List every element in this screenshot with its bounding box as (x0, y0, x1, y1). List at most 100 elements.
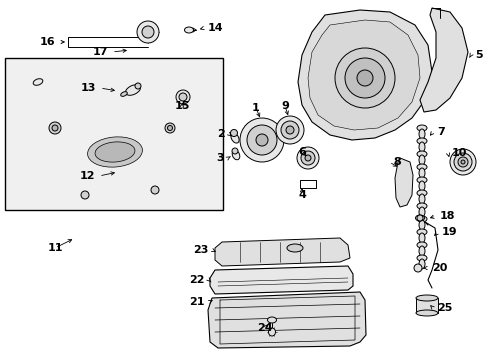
Ellipse shape (416, 216, 426, 222)
Ellipse shape (230, 133, 239, 143)
Circle shape (231, 148, 238, 154)
Circle shape (449, 149, 475, 175)
Ellipse shape (416, 125, 426, 131)
Circle shape (334, 48, 394, 108)
Ellipse shape (184, 27, 193, 33)
Polygon shape (297, 10, 431, 140)
Ellipse shape (125, 85, 140, 95)
Text: 4: 4 (298, 190, 305, 200)
Ellipse shape (418, 155, 424, 165)
Text: 14: 14 (207, 23, 223, 33)
Text: 23: 23 (192, 245, 207, 255)
Circle shape (457, 157, 467, 167)
Circle shape (460, 160, 464, 164)
Ellipse shape (416, 242, 426, 248)
Text: 2: 2 (217, 129, 224, 139)
Polygon shape (419, 8, 467, 112)
Ellipse shape (121, 92, 127, 96)
Circle shape (137, 21, 159, 43)
Ellipse shape (87, 137, 142, 167)
Circle shape (356, 70, 372, 86)
Bar (415, 298, 437, 313)
Circle shape (285, 126, 293, 134)
Text: 12: 12 (80, 171, 95, 181)
Ellipse shape (268, 328, 275, 336)
Ellipse shape (418, 129, 424, 139)
Text: 20: 20 (431, 263, 447, 273)
Text: 15: 15 (174, 101, 189, 111)
Circle shape (256, 134, 267, 146)
Circle shape (453, 153, 471, 171)
Circle shape (164, 123, 175, 133)
Ellipse shape (418, 168, 424, 178)
Circle shape (275, 116, 304, 144)
Ellipse shape (416, 151, 426, 157)
Text: 6: 6 (298, 147, 305, 157)
Ellipse shape (418, 181, 424, 191)
Polygon shape (209, 266, 352, 294)
Ellipse shape (415, 215, 424, 221)
Text: 16: 16 (40, 37, 55, 47)
Text: 21: 21 (189, 297, 204, 307)
Text: 3: 3 (216, 153, 224, 163)
Polygon shape (207, 292, 365, 348)
Ellipse shape (416, 164, 426, 170)
Ellipse shape (418, 142, 424, 152)
Circle shape (142, 26, 154, 38)
Ellipse shape (232, 150, 239, 160)
Circle shape (52, 125, 58, 131)
Circle shape (301, 151, 314, 165)
Circle shape (49, 122, 61, 134)
Circle shape (296, 147, 318, 169)
Circle shape (281, 121, 298, 139)
Ellipse shape (416, 255, 426, 261)
Text: 22: 22 (189, 275, 204, 285)
Text: 10: 10 (451, 148, 467, 158)
Text: 19: 19 (441, 227, 457, 237)
Ellipse shape (416, 190, 426, 196)
Circle shape (246, 125, 276, 155)
Ellipse shape (416, 138, 426, 144)
Circle shape (345, 58, 384, 98)
Ellipse shape (95, 142, 135, 162)
Ellipse shape (415, 295, 437, 301)
Text: 11: 11 (47, 243, 62, 253)
Ellipse shape (418, 233, 424, 243)
Text: 8: 8 (392, 157, 400, 167)
Text: 24: 24 (257, 323, 272, 333)
Ellipse shape (416, 177, 426, 183)
Text: 13: 13 (81, 83, 96, 93)
Circle shape (240, 118, 284, 162)
Polygon shape (18, 98, 204, 208)
Ellipse shape (286, 244, 303, 252)
Circle shape (230, 130, 237, 136)
Text: 18: 18 (439, 211, 454, 221)
Ellipse shape (418, 246, 424, 256)
Circle shape (81, 191, 89, 199)
Circle shape (135, 83, 141, 89)
Ellipse shape (418, 194, 424, 204)
Ellipse shape (415, 310, 437, 316)
Ellipse shape (416, 229, 426, 235)
Polygon shape (215, 238, 349, 266)
Text: 17: 17 (92, 47, 108, 57)
Circle shape (179, 93, 186, 101)
Circle shape (305, 155, 310, 161)
Circle shape (176, 90, 190, 104)
Text: 9: 9 (281, 101, 288, 111)
Ellipse shape (418, 259, 424, 269)
Ellipse shape (33, 79, 43, 85)
Text: 1: 1 (252, 103, 259, 113)
Circle shape (416, 215, 422, 221)
Polygon shape (394, 158, 412, 207)
Text: 25: 25 (436, 303, 451, 313)
Text: 5: 5 (474, 50, 482, 60)
Text: 7: 7 (436, 127, 444, 137)
Polygon shape (307, 20, 419, 130)
Ellipse shape (416, 203, 426, 209)
Ellipse shape (418, 207, 424, 217)
Bar (5, 58, 223, 210)
Ellipse shape (418, 220, 424, 230)
Ellipse shape (267, 317, 276, 323)
Polygon shape (26, 112, 187, 197)
